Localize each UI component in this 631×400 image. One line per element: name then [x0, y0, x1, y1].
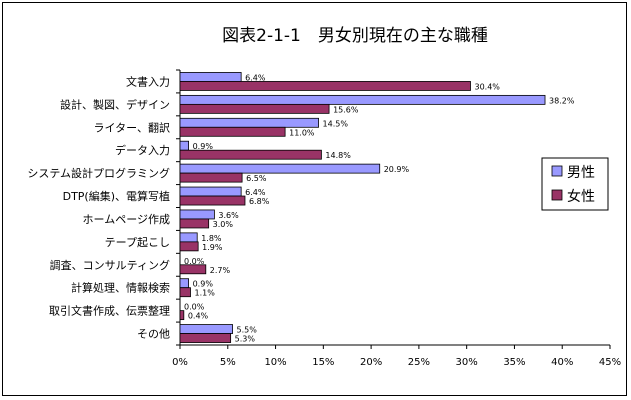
data-label-male: 6.4% [245, 73, 266, 82]
x-tick-label: 15% [312, 357, 334, 368]
data-label-male: 3.6% [218, 211, 239, 220]
category-label: データ入力 [115, 143, 170, 157]
bar-male [179, 163, 381, 174]
data-label-female: 14.8% [325, 151, 351, 160]
data-label-male: 0.0% [184, 257, 205, 266]
bar-male [179, 140, 189, 151]
x-tick-label: 35% [503, 357, 525, 368]
category-label: DTP(編集)、電算写植 [63, 189, 170, 203]
bar-male [179, 117, 319, 128]
bar-female [179, 333, 232, 343]
data-label-male: 38.2% [549, 96, 575, 105]
data-label-female: 5.3% [235, 335, 256, 344]
bar-female [179, 264, 207, 275]
x-tick-label: 5% [220, 357, 236, 368]
category-label: その他 [137, 328, 170, 341]
category-label: 文書入力 [126, 74, 170, 88]
category-label: 取引文書作成、伝票整理 [49, 304, 170, 318]
data-label-female: 0.4% [188, 312, 209, 321]
data-label-female: 3.0% [213, 220, 234, 229]
bar-female [179, 310, 185, 321]
category-label: ライター、翻訳 [94, 120, 170, 134]
bar-male [179, 94, 546, 105]
bar-female [179, 149, 322, 160]
data-label-female: 1.9% [202, 243, 223, 252]
legend-swatch-male [551, 165, 563, 177]
x-tick-label: 20% [360, 357, 382, 368]
data-label-male: 1.8% [201, 234, 222, 243]
bar-female [179, 81, 471, 91]
data-label-female: 15.6% [333, 105, 359, 114]
chart-title: 図表2-1-1 男女別現在の主な職種 [222, 26, 488, 46]
data-label-male: 0.0% [184, 303, 205, 312]
x-tick-label: 25% [408, 357, 430, 368]
category-label: テープ起こし [105, 236, 170, 249]
data-label-female: 6.5% [246, 174, 267, 183]
data-label-male: 14.5% [323, 119, 349, 128]
bar-male [179, 186, 242, 197]
data-label-female: 6.8% [249, 197, 270, 206]
bar-male [179, 209, 215, 220]
legend-label-male: 男性 [567, 165, 595, 181]
x-tick-label: 10% [264, 357, 286, 368]
bar-female [179, 126, 286, 137]
bar-female [179, 241, 199, 252]
bar-male [179, 72, 242, 82]
data-label-male: 0.9% [193, 142, 214, 151]
data-label-female: 1.1% [195, 289, 216, 298]
x-tick-label: 45% [599, 357, 621, 368]
bar-female [179, 287, 191, 298]
category-label: ホームページ作成 [83, 213, 170, 226]
data-label-male: 5.5% [237, 326, 258, 335]
data-label-female: 30.4% [474, 82, 500, 91]
bar-male [179, 278, 189, 289]
bar-female [179, 172, 243, 183]
x-tick-label: 40% [551, 357, 573, 368]
bar-male [179, 324, 233, 334]
category-label: 調査、コンサルティング [50, 258, 170, 272]
category-label: システム設計プログラミング [27, 166, 170, 180]
legend: 男性 女性 [541, 157, 609, 211]
bar-male [179, 232, 198, 243]
data-label-male: 20.9% [384, 165, 410, 174]
data-label-male: 0.9% [193, 280, 214, 289]
x-tick-label: 0% [172, 357, 188, 368]
data-label-female: 2.7% [210, 266, 231, 275]
data-label-female: 11.0% [289, 128, 315, 137]
bar-female [179, 218, 210, 229]
data-label-male: 6.4% [245, 188, 266, 197]
category-label: 設計、製図、デザイン [60, 97, 170, 111]
chart-frame [2, 2, 627, 396]
legend-swatch-female [551, 189, 563, 201]
bar-female [179, 103, 330, 114]
plot-area: 0% 5% 10% 15% 20% 25% 30% 35% 40% 45% 文書入力 6.4% 30.4… [27, 69, 621, 368]
legend-label-female: 女性 [567, 188, 595, 205]
bar-female [179, 195, 246, 206]
category-label: 計算処理、情報検索 [71, 281, 170, 295]
x-tick-label: 30% [456, 357, 478, 368]
